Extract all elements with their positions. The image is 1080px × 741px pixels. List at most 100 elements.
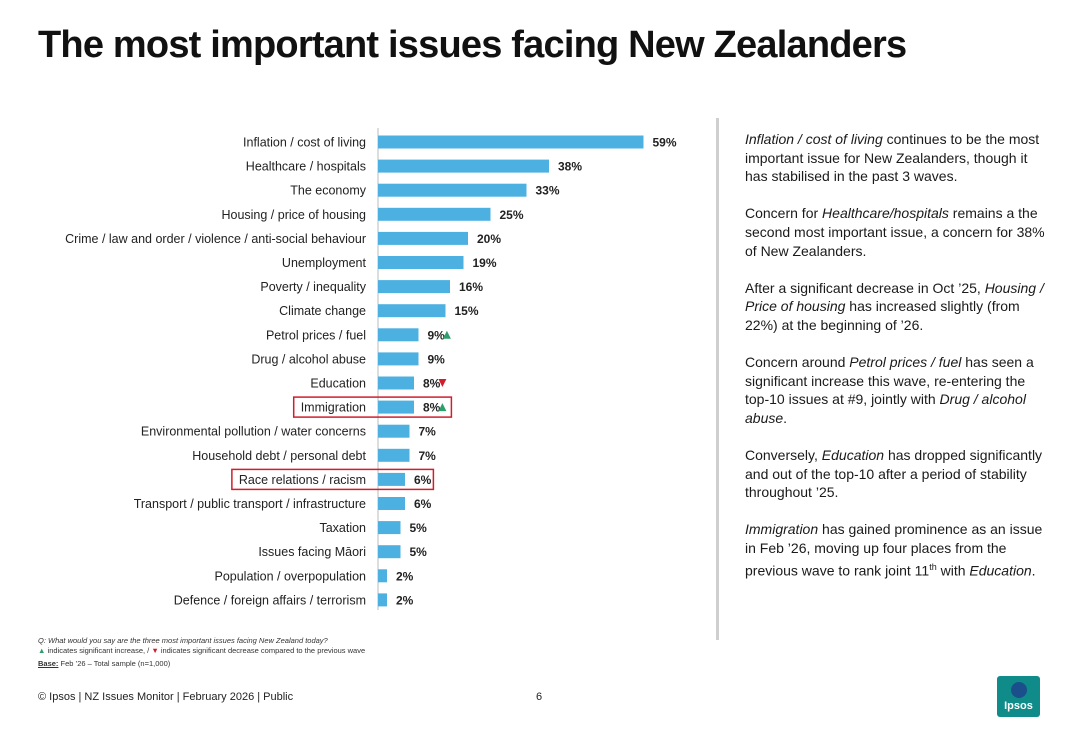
value-label: 59%	[653, 136, 677, 150]
bar	[378, 497, 405, 510]
bar	[378, 400, 414, 414]
category-label: Climate change	[279, 304, 366, 318]
bar	[378, 231, 468, 245]
commentary-text: Concern for	[745, 205, 823, 222]
increase-arrow-icon	[438, 403, 447, 412]
value-label: 38%	[558, 160, 582, 174]
increase-arrow-icon	[442, 330, 451, 339]
commentary-text: .	[1031, 562, 1036, 579]
decrease-arrow-icon	[438, 379, 447, 387]
commentary-text: remains a the second most important issu…	[745, 205, 1045, 259]
decrease-arrow-icon: ▼	[151, 646, 159, 655]
commentary-panel: Inflation / cost of living continues to …	[745, 130, 1050, 599]
category-label: Drug / alcohol abuse	[251, 352, 366, 366]
commentary-paragraph: After a significant decrease in Oct ’25,…	[745, 279, 1050, 335]
bar	[378, 256, 464, 269]
commentary-text: has gained prominence as an issue in Feb…	[745, 521, 1043, 579]
vertical-divider	[716, 118, 719, 640]
bar	[378, 472, 405, 486]
footnotes: Q: What would you say are the three most…	[38, 636, 365, 669]
category-label: Unemployment	[282, 256, 367, 270]
base-label: Base:	[38, 659, 59, 668]
question-text: Q: What would you say are the three most…	[38, 636, 328, 645]
value-label: 6%	[414, 497, 432, 511]
bar	[378, 207, 491, 221]
bar	[378, 424, 410, 438]
commentary-text: th	[929, 561, 937, 572]
commentary-text: has seen a significant increase this wav…	[745, 354, 1034, 408]
bar	[378, 569, 387, 583]
bar	[378, 593, 387, 607]
value-label: 9%	[428, 328, 446, 342]
commentary-text: has increased slightly (from 22%) at the…	[745, 298, 1020, 333]
ipsos-logo: Ipsos	[997, 676, 1040, 717]
bar	[378, 304, 446, 318]
category-label: Education	[310, 377, 366, 391]
value-label: 20%	[477, 232, 501, 246]
commentary-paragraph: Concern around Petrol prices / fuel has …	[745, 353, 1050, 427]
commentary-paragraph: Concern for Healthcare/hospitals remains…	[745, 204, 1050, 260]
issues-bar-chart: Inflation / cost of living 59% Healthcare …	[65, 128, 677, 610]
value-label: 19%	[473, 256, 497, 270]
value-label: 6%	[414, 473, 432, 487]
value-label: 8%	[423, 401, 441, 415]
commentary-text: Education	[969, 562, 1032, 579]
commentary-paragraph: Immigration has gained prominence as an …	[745, 520, 1050, 579]
commentary-text: Education	[821, 447, 885, 464]
bar	[378, 159, 549, 173]
category-label: Race relations / racism	[239, 473, 366, 487]
bar	[378, 376, 414, 390]
commentary-text: Immigration	[745, 521, 819, 538]
category-label: Poverty / inequality	[260, 280, 366, 294]
commentary-text: Petrol prices / fuel	[849, 354, 962, 371]
commentary-text: Concern around	[745, 354, 850, 371]
value-label: 33%	[536, 184, 560, 198]
page-title: The most important issues facing New Zea…	[38, 24, 907, 66]
base-text: Feb ’26 – Total sample (n=1,000)	[58, 659, 171, 668]
value-label: 7%	[419, 425, 437, 439]
category-label: Transport / public transport / infrastru…	[134, 497, 366, 511]
bar	[378, 448, 410, 462]
value-label: 15%	[455, 304, 479, 318]
bar	[378, 521, 401, 535]
value-label: 5%	[410, 521, 428, 535]
commentary-text: After a significant decrease in Oct ’25,	[745, 279, 985, 296]
commentary-text: has dropped significantly and out of the…	[745, 447, 1043, 501]
category-label: Immigration	[301, 401, 366, 415]
category-label: The economy	[290, 184, 366, 198]
commentary-paragraph: Inflation / cost of living continues to …	[745, 130, 1050, 186]
category-label: Population / overpopulation	[214, 569, 366, 583]
category-label: Taxation	[319, 521, 366, 535]
value-label: 8%	[423, 377, 441, 391]
bar	[378, 135, 644, 149]
value-label: 16%	[459, 280, 483, 294]
value-label: 5%	[410, 545, 428, 559]
commentary-text: with	[936, 562, 970, 579]
footer-text: © Ipsos | NZ Issues Monitor | February 2…	[38, 691, 294, 703]
category-label: Defence / foreign affairs / terrorism	[174, 593, 366, 607]
logo-mark-icon	[1010, 682, 1027, 698]
commentary-text: Housing / Price of housing	[745, 279, 1044, 315]
value-label: 2%	[396, 569, 414, 583]
commentary-text: Inflation / cost of living	[745, 131, 883, 147]
legend-decrease-text: indicates significant decrease compared …	[158, 646, 366, 655]
significance-legend: ▲ indicates significant increase, / ▼ in…	[38, 646, 365, 656]
category-label: Environmental pollution / water concerns	[141, 425, 366, 439]
bar	[378, 328, 419, 342]
page-number: 6	[536, 691, 543, 703]
value-label: 2%	[396, 593, 414, 607]
base-note: Base: Feb ’26 – Total sample (n=1,000)	[38, 659, 365, 669]
category-label: Healthcare / hospitals	[246, 160, 366, 174]
bar	[378, 352, 419, 366]
category-label: Inflation / cost of living	[243, 136, 366, 150]
value-label: 7%	[419, 449, 437, 463]
commentary-paragraph: Conversely, Education has dropped signif…	[745, 446, 1050, 502]
commentary-text: .	[783, 409, 788, 426]
commentary-text: Conversely,	[745, 447, 822, 464]
value-label: 9%	[428, 352, 446, 366]
category-label: Household debt / personal debt	[192, 449, 366, 463]
highlight-box	[231, 468, 435, 491]
category-label: Issues facing Māori	[258, 545, 366, 559]
increase-arrow-icon: ▲	[38, 646, 46, 655]
commentary-text: continues to be the most important issue…	[745, 131, 1040, 185]
